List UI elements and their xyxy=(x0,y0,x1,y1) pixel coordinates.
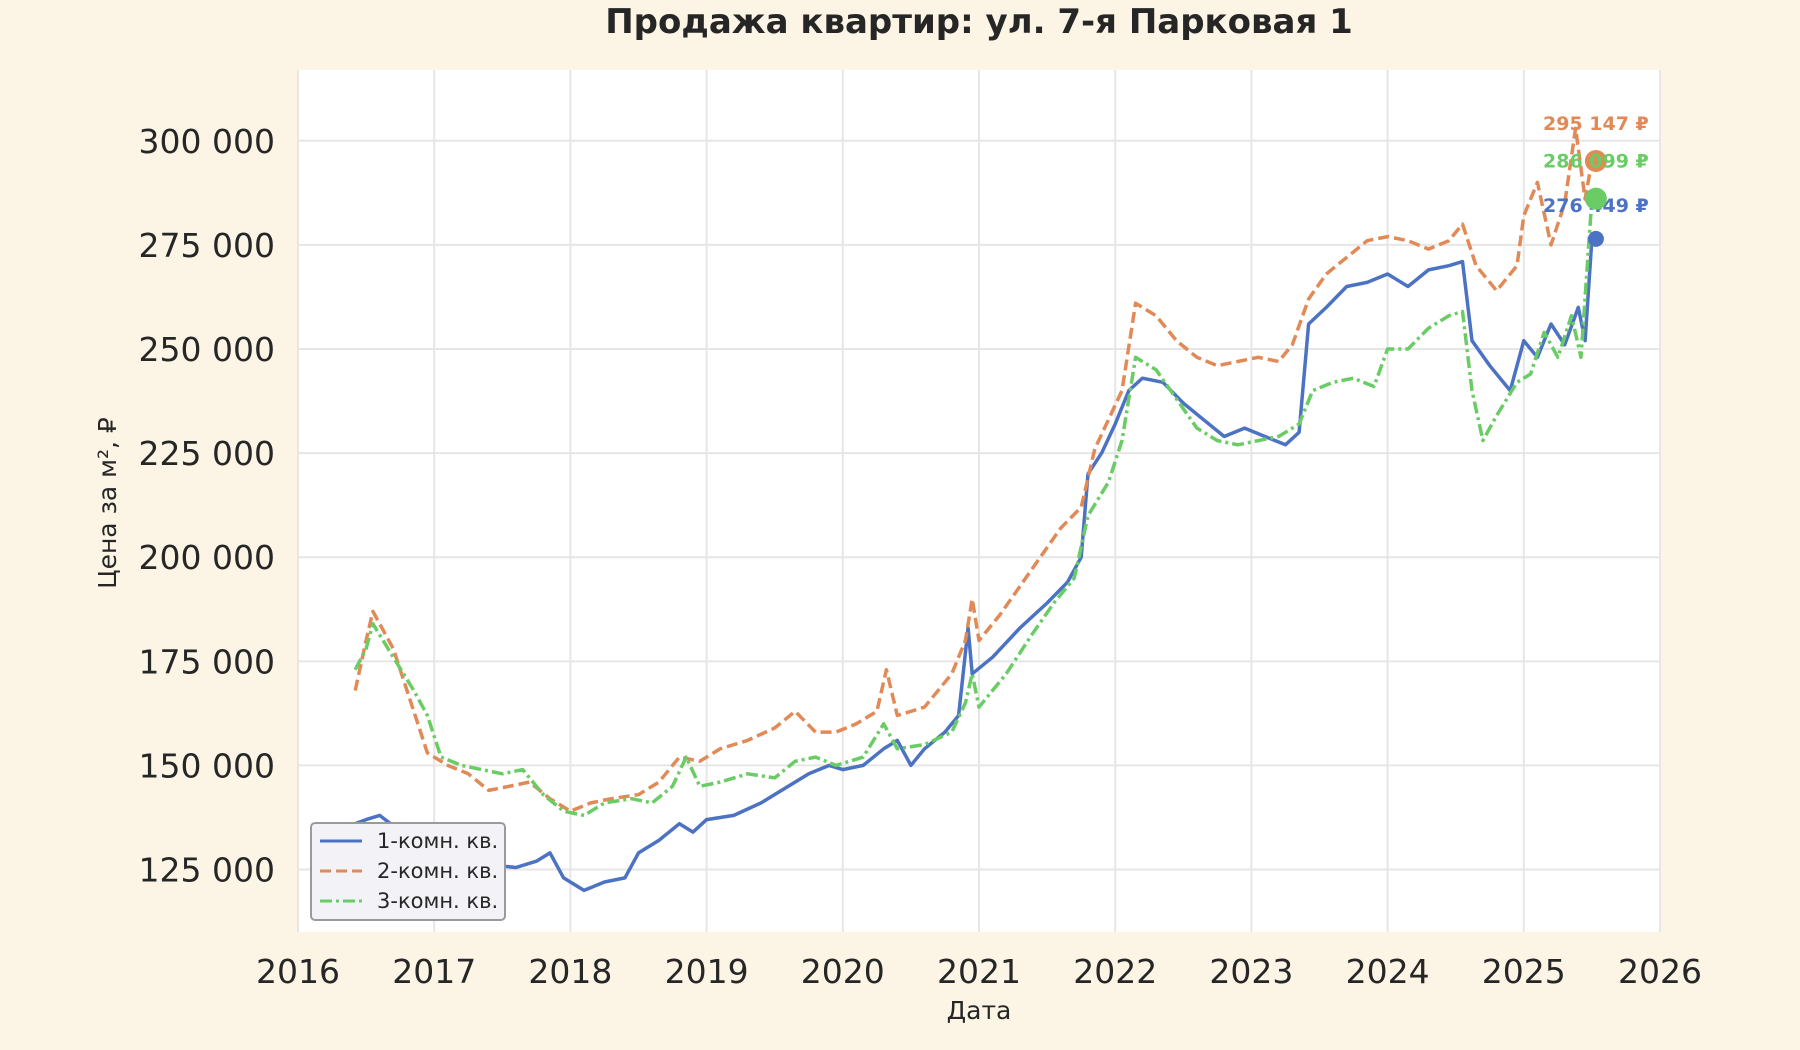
series-line-1 xyxy=(354,238,1594,893)
series-lines xyxy=(353,126,1594,893)
y-tick-label: 250 000 xyxy=(139,330,275,369)
legend: 1-комн. кв. 2-комн. кв. 3-комн. кв. xyxy=(310,822,506,921)
x-tick-label: 2016 xyxy=(256,952,340,991)
x-axis-label: Дата xyxy=(947,996,1012,1025)
x-axis-ticks: 2016 2017 2018 2019 2020 2021 2022 2023 2024 2025… xyxy=(256,952,1702,991)
series-end-label-2: 295 147 ₽ xyxy=(1543,113,1649,135)
x-tick-label: 2022 xyxy=(1073,952,1157,991)
y-axis-label: Цена за м², ₽ xyxy=(93,417,122,589)
x-tick-label: 2020 xyxy=(801,952,885,991)
x-tick-label: 2025 xyxy=(1482,952,1566,991)
y-tick-label: 150 000 xyxy=(139,746,275,785)
series-end-label-3: 286 099 ₽ xyxy=(1543,151,1649,173)
x-tick-label: 2021 xyxy=(937,952,1021,991)
legend-label-1: 1-комн. кв. xyxy=(377,829,498,853)
legend-label-2: 2-комн. кв. xyxy=(377,859,498,883)
x-tick-label: 2017 xyxy=(392,952,476,991)
y-tick-label: 200 000 xyxy=(139,538,275,577)
y-tick-label: 300 000 xyxy=(139,122,275,161)
series-end-marker-1 xyxy=(1587,230,1604,247)
y-tick-label: 275 000 xyxy=(139,226,275,265)
y-tick-label: 225 000 xyxy=(139,434,275,473)
x-tick-label: 2019 xyxy=(665,952,749,991)
end-markers: 276 449 ₽295 147 ₽286 099 ₽ xyxy=(1543,113,1649,247)
x-tick-label: 2026 xyxy=(1618,952,1702,991)
x-tick-label: 2023 xyxy=(1209,952,1293,991)
series-line-2 xyxy=(353,126,1594,813)
legend-box xyxy=(310,822,506,921)
x-tick-label: 2018 xyxy=(528,952,612,991)
chart-title: Продажа квартир: ул. 7-я Парковая 1 xyxy=(605,2,1353,42)
legend-label-3: 3-комн. кв. xyxy=(377,889,498,913)
series-end-marker-2 xyxy=(1584,150,1607,173)
series-line-3 xyxy=(353,198,1594,818)
grid xyxy=(297,70,1661,932)
y-axis-ticks: 125 000 150 000 175 000 200 000 225 000 250 0… xyxy=(139,122,275,890)
x-tick-label: 2024 xyxy=(1346,952,1430,991)
y-tick-label: 125 000 xyxy=(139,851,275,890)
y-tick-label: 175 000 xyxy=(139,642,275,681)
series-end-marker-3 xyxy=(1584,187,1607,210)
